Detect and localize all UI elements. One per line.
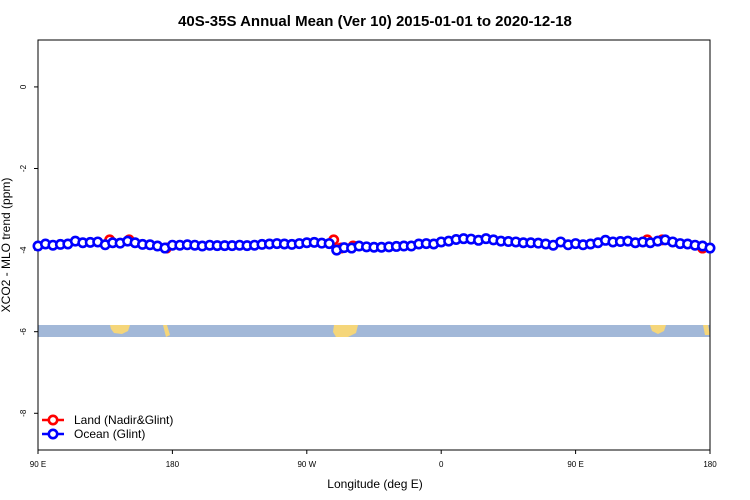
legend-marker: [47, 428, 59, 440]
x-tick-label: 180: [166, 460, 180, 469]
x-tick-label: 0: [439, 460, 444, 469]
y-tick-label: 0: [19, 84, 28, 89]
x-tick-label: 90 E: [30, 460, 46, 469]
legend-marker: [47, 414, 59, 426]
x-tick-label: 180: [703, 460, 717, 469]
legend-label: Land (Nadir&Glint): [74, 413, 173, 427]
point: [323, 238, 335, 250]
x-axis-label: Longitude (deg E): [327, 477, 422, 491]
y-tick-label: -4: [19, 246, 28, 254]
y-axis-label: XCO2 - MLO trend (ppm): [0, 178, 13, 313]
point: [704, 242, 716, 254]
y-tick-label: -6: [19, 328, 28, 336]
x-tick-label: 90 W: [297, 460, 316, 469]
x-tick-label: 90 E: [567, 460, 583, 469]
legend-label: Ocean (Glint): [74, 427, 145, 441]
map-strip: [38, 325, 710, 337]
chart-title: 40S-35S Annual Mean (Ver 10) 2015-01-01 …: [178, 13, 572, 30]
y-tick-label: -2: [19, 164, 28, 172]
y-tick-label: -8: [19, 409, 28, 417]
